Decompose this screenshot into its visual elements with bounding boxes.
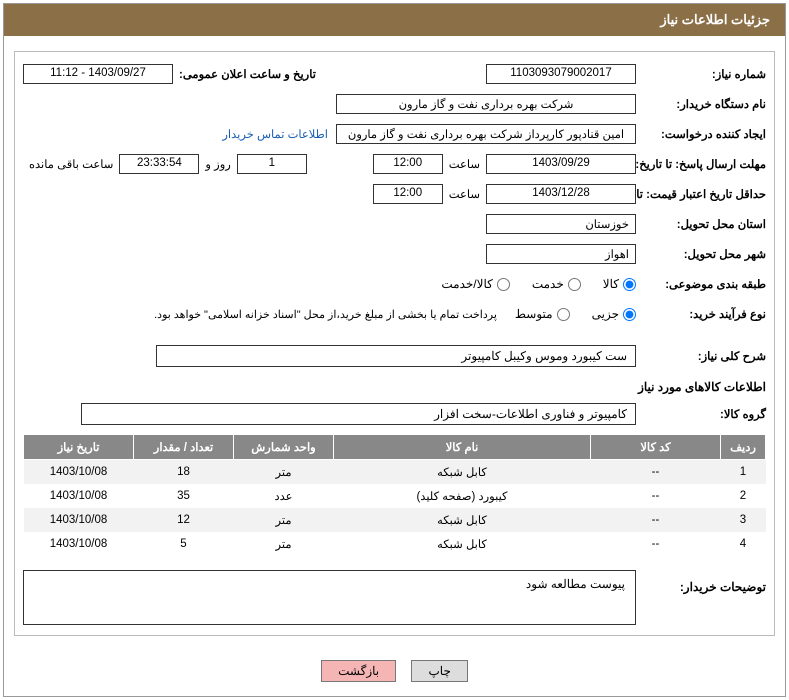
radio-goods-service-label: کالا/خدمت <box>441 277 492 291</box>
table-row: 2--کیبورد (صفحه کلید)عدد351403/10/08 <box>24 484 766 508</box>
radio-goods-label: کالا <box>603 277 619 291</box>
th-date: تاریخ نیاز <box>24 435 134 460</box>
validity-label: حداقل تاریخ اعتبار قیمت: تا تاریخ: <box>636 187 766 201</box>
announce-datetime-label: تاریخ و ساعت اعلان عمومی: <box>173 67 316 81</box>
cell-qty: 5 <box>134 532 234 556</box>
province-value: خوزستان <box>486 214 636 234</box>
remaining-suffix-label: ساعت باقی مانده <box>29 157 113 171</box>
validity-date-value: 1403/12/28 <box>486 184 636 204</box>
cell-idx: 1 <box>721 460 766 485</box>
deadline-time-value: 12:00 <box>373 154 443 174</box>
cell-idx: 2 <box>721 484 766 508</box>
process-label: نوع فرآیند خرید: <box>636 307 766 321</box>
radio-medium[interactable] <box>557 308 570 321</box>
th-qty: تعداد / مقدار <box>134 435 234 460</box>
page-title: جزئیات اطلاعات نیاز <box>4 4 785 36</box>
validity-time-value: 12:00 <box>373 184 443 204</box>
buyer-notes-label: توضیحات خریدار: <box>636 570 766 594</box>
buyer-org-label: نام دستگاه خریدار: <box>636 97 766 111</box>
cell-code: -- <box>591 460 721 485</box>
radio-service-label: خدمت <box>532 277 564 291</box>
goods-group-label: گروه کالا: <box>636 407 766 421</box>
radio-service[interactable] <box>568 278 581 291</box>
items-heading: اطلاعات کالاهای مورد نیاز <box>23 380 766 394</box>
time-label-2: ساعت <box>449 187 480 201</box>
th-code: کد کالا <box>591 435 721 460</box>
cell-name: کابل شبکه <box>334 532 591 556</box>
province-label: استان محل تحویل: <box>636 217 766 231</box>
category-label: طبقه بندی موضوعی: <box>636 277 766 291</box>
back-button[interactable]: بازگشت <box>321 660 396 682</box>
table-row: 3--کابل شبکهمتر121403/10/08 <box>24 508 766 532</box>
cell-name: کابل شبکه <box>334 508 591 532</box>
cell-date: 1403/10/08 <box>24 508 134 532</box>
process-radio-group: جزیی متوسط <box>497 307 636 321</box>
goods-group-value: کامپیوتر و فناوری اطلاعات-سخت افزار <box>81 403 636 425</box>
cell-qty: 18 <box>134 460 234 485</box>
cell-unit: متر <box>234 508 334 532</box>
th-idx: ردیف <box>721 435 766 460</box>
radio-goods[interactable] <box>623 278 636 291</box>
details-panel: شماره نیاز: 1103093079002017 تاریخ و ساع… <box>14 51 775 636</box>
cell-code: -- <box>591 508 721 532</box>
remaining-time-value: 23:33:54 <box>119 154 199 174</box>
category-radio-group: کالا خدمت کالا/خدمت <box>423 277 636 291</box>
cell-name: کابل شبکه <box>334 460 591 485</box>
deadline-date-value: 1403/09/29 <box>486 154 636 174</box>
buyer-org-value: شرکت بهره برداری نفت و گاز مارون <box>336 94 636 114</box>
cell-idx: 3 <box>721 508 766 532</box>
cell-date: 1403/10/08 <box>24 484 134 508</box>
radio-minor-label: جزیی <box>592 307 619 321</box>
cell-date: 1403/10/08 <box>24 532 134 556</box>
days-and-label: روز و <box>205 157 230 171</box>
city-label: شهر محل تحویل: <box>636 247 766 261</box>
general-desc-label: شرح کلی نیاز: <box>636 349 766 363</box>
requester-value: امین قنادپور کارپرداز شرکت بهره برداری ن… <box>336 124 636 144</box>
cell-unit: متر <box>234 532 334 556</box>
days-remaining-value: 1 <box>237 154 307 174</box>
cell-date: 1403/10/08 <box>24 460 134 485</box>
table-row: 1--کابل شبکهمتر181403/10/08 <box>24 460 766 485</box>
time-label-1: ساعت <box>449 157 480 171</box>
cell-code: -- <box>591 484 721 508</box>
requester-label: ایجاد کننده درخواست: <box>636 127 766 141</box>
deadline-label: مهلت ارسال پاسخ: تا تاریخ: <box>636 157 766 171</box>
cell-unit: عدد <box>234 484 334 508</box>
cell-qty: 12 <box>134 508 234 532</box>
cell-qty: 35 <box>134 484 234 508</box>
print-button[interactable]: چاپ <box>411 660 467 682</box>
contact-link[interactable]: اطلاعات تماس خریدار <box>222 127 328 141</box>
radio-medium-label: متوسط <box>515 307 553 321</box>
th-name: نام کالا <box>334 435 591 460</box>
radio-minor[interactable] <box>623 308 636 321</box>
cell-idx: 4 <box>721 532 766 556</box>
cell-unit: متر <box>234 460 334 485</box>
buyer-notes-value: پیوست مطالعه شود <box>23 570 636 625</box>
table-row: 4--کابل شبکهمتر51403/10/08 <box>24 532 766 556</box>
cell-name: کیبورد (صفحه کلید) <box>334 484 591 508</box>
city-value: اهواز <box>486 244 636 264</box>
items-table: ردیف کد کالا نام کالا واحد شمارش تعداد /… <box>23 434 766 556</box>
th-unit: واحد شمارش <box>234 435 334 460</box>
need-number-label: شماره نیاز: <box>636 67 766 81</box>
announce-datetime-value: 1403/09/27 - 11:12 <box>23 64 173 84</box>
general-desc-value: ست کیبورد وموس وکیبل کامپیوتر <box>156 345 636 367</box>
cell-code: -- <box>591 532 721 556</box>
process-note: پرداخت تمام یا بخشی از مبلغ خرید،از محل … <box>154 308 497 321</box>
radio-goods-service[interactable] <box>497 278 510 291</box>
need-number-value: 1103093079002017 <box>486 64 636 84</box>
